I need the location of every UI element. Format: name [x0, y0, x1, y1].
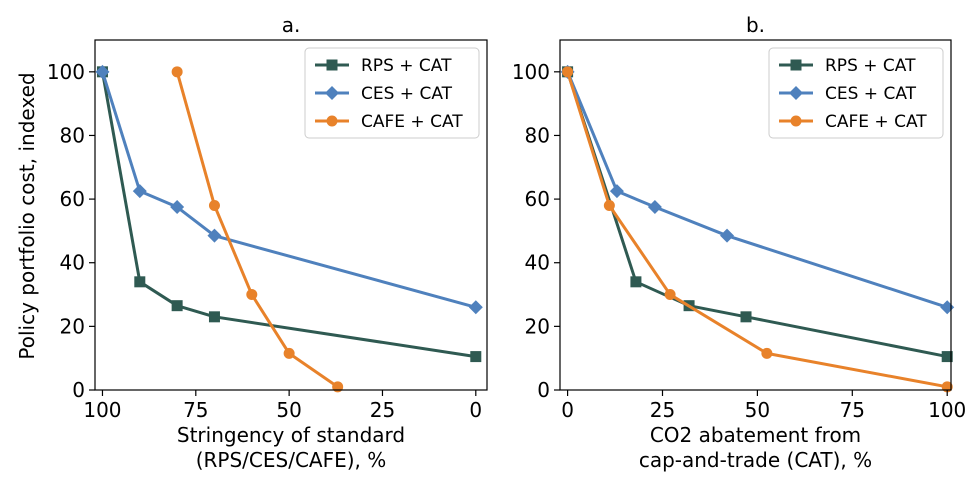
legend-marker-ces [789, 86, 803, 100]
y-tick-label: 60 [525, 187, 550, 211]
y-tick-label: 40 [60, 251, 85, 275]
plot-frame [559, 39, 952, 391]
data-point-cafe [332, 381, 344, 393]
legend-marker-cafe [790, 115, 802, 127]
data-point-cafe [283, 347, 295, 359]
legend-label-ces: CES + CAT [361, 84, 453, 104]
data-point-ces [132, 184, 147, 199]
data-point-ces [170, 200, 185, 215]
data-point-ces [468, 300, 483, 315]
chart-panel-b: 0 25 50 75 100 0 20 40 60 80 100 b. CO2 abatement fr… [512, 13, 966, 472]
plot-frame [94, 39, 488, 391]
chart-panel-a: 100 75 50 25 0 0 20 40 60 80 100 a. Stringency of st… [47, 13, 488, 472]
x-tick-label: 0 [469, 398, 482, 422]
legend-label-rps: RPS + CAT [361, 56, 452, 76]
x-tick-label: 75 [840, 398, 865, 422]
y-tick-label: 100 [47, 60, 85, 84]
y-tick-label: 60 [60, 187, 85, 211]
legend-label-rps: RPS + CAT [825, 56, 916, 76]
y-tick-label: 20 [525, 314, 550, 338]
data-point-rps [470, 351, 482, 363]
y-tick-label: 80 [60, 123, 85, 147]
data-point-rps [208, 311, 220, 323]
data-point-rps [171, 300, 183, 312]
data-point-ces [207, 228, 222, 243]
x-tick-label: 0 [561, 398, 574, 422]
legend-label-cafe: CAFE + CAT [361, 112, 463, 132]
data-point-cafe [603, 199, 615, 211]
x-tick-label: 50 [276, 398, 301, 422]
y-axis-title: Policy portfolio cost, indexed [15, 72, 39, 359]
data-point-rps [630, 276, 642, 288]
x-tick-label: 25 [370, 398, 395, 422]
data-point-cafe [171, 66, 183, 78]
x-tick-label: 75 [183, 398, 208, 422]
data-point-ces [940, 300, 955, 315]
legend-marker-rps [326, 59, 338, 71]
data-point-cafe [562, 66, 574, 78]
data-point-rps [941, 351, 953, 363]
data-point-ces [647, 200, 662, 215]
x-tick-label: 100 [928, 398, 966, 422]
y-tick-label: 100 [512, 60, 550, 84]
data-point-rps [740, 311, 752, 323]
legend-box [304, 47, 480, 139]
x-tick-label: 100 [83, 398, 121, 422]
legend-marker-ces [325, 86, 339, 100]
data-point-cafe [664, 289, 676, 301]
chart-title: b. [746, 13, 765, 37]
data-point-cafe [246, 289, 258, 301]
x-tick-label: 50 [745, 398, 770, 422]
x-tick-label: 25 [650, 398, 675, 422]
data-point-cafe [761, 347, 773, 359]
legend: RPS + CAT CES + CAT CAFE + CAT [304, 47, 480, 139]
data-point-ces [95, 64, 110, 79]
legend-marker-cafe [326, 115, 338, 127]
x-axis-title: Stringency of standard [177, 423, 405, 447]
data-point-rps [134, 276, 146, 288]
data-point-cafe [208, 199, 220, 211]
data-point-ces [720, 228, 735, 243]
y-tick-label: 0 [72, 378, 85, 402]
legend-marker-rps [790, 59, 802, 71]
legend-box [768, 47, 944, 139]
x-axis-title: (RPS/CES/CAFE), % [196, 448, 387, 472]
legend: RPS + CAT CES + CAT CAFE + CAT [768, 47, 944, 139]
legend-label-ces: CES + CAT [825, 84, 917, 104]
x-axis-title: cap-and-trade (CAT), % [639, 448, 872, 472]
y-tick-label: 0 [537, 378, 550, 402]
y-tick-label: 80 [525, 123, 550, 147]
x-axis-title: CO2 abatement from [650, 423, 861, 447]
data-point-ces [609, 184, 624, 199]
y-tick-label: 20 [60, 314, 85, 338]
y-tick-label: 40 [525, 251, 550, 275]
chart-title: a. [282, 13, 301, 37]
legend-label-cafe: CAFE + CAT [825, 112, 927, 132]
